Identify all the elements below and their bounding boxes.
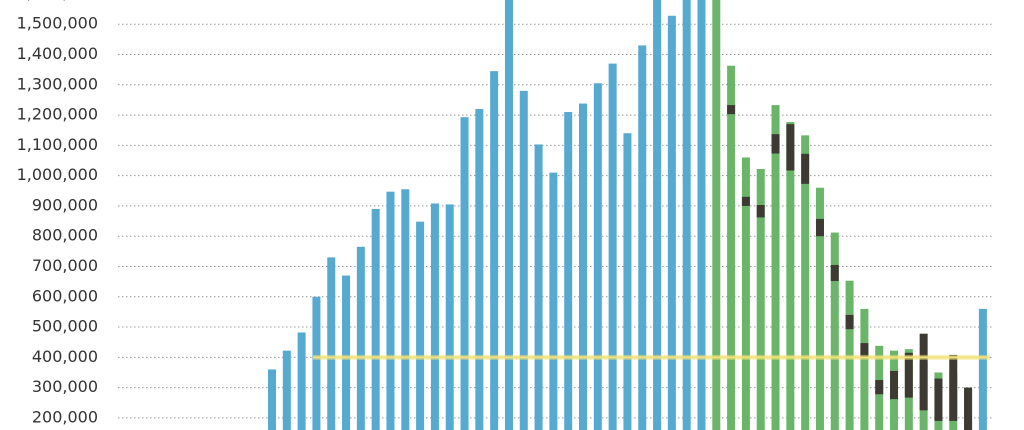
bar (386, 191, 395, 430)
bar (727, 65, 736, 430)
y-tick-label: 1,000,000 (17, 165, 98, 184)
bar (801, 135, 810, 430)
bar (445, 204, 454, 430)
bar (534, 144, 543, 430)
y-tick-label: 1,600,000 (17, 0, 98, 2)
bar (623, 133, 632, 430)
bar (830, 264, 839, 282)
bar (860, 343, 869, 358)
bar (356, 246, 365, 430)
bar (756, 205, 765, 218)
bar (964, 387, 973, 430)
y-tick-label: 900,000 (32, 195, 98, 214)
bar (741, 196, 750, 206)
bar (549, 172, 558, 430)
bar (801, 153, 810, 184)
y-tick-label: 700,000 (32, 256, 98, 275)
bar (564, 112, 573, 430)
bar (282, 350, 291, 430)
bar (830, 232, 839, 430)
bar (786, 124, 795, 171)
y-tick-label: 400,000 (32, 347, 98, 366)
bar (371, 208, 380, 430)
bar (860, 308, 869, 430)
bar (727, 105, 736, 115)
y-tick-label: 500,000 (32, 317, 98, 336)
bars (268, 0, 990, 430)
bar (741, 157, 750, 430)
bar (460, 117, 469, 430)
bar (653, 0, 662, 430)
bar (475, 109, 484, 430)
y-tick-label: 300,000 (32, 377, 98, 396)
bar (978, 308, 987, 430)
y-tick-label: 1,500,000 (17, 14, 98, 33)
bar (682, 0, 691, 430)
bar (815, 218, 824, 237)
bar (845, 314, 854, 330)
bar (890, 370, 899, 400)
bar (312, 296, 321, 430)
bar (401, 189, 410, 430)
bar (697, 0, 706, 430)
bar (416, 221, 425, 430)
bar (490, 71, 499, 430)
bar (712, 0, 721, 430)
bar (904, 352, 913, 398)
bar (608, 63, 617, 430)
bar (771, 134, 780, 154)
y-tick-label: 1,200,000 (17, 105, 98, 124)
y-tick-label: 600,000 (32, 286, 98, 305)
bar (638, 45, 647, 430)
bar (756, 168, 765, 430)
bar (297, 332, 306, 430)
bar (268, 369, 276, 430)
y-tick-label: 1,400,000 (17, 44, 98, 63)
bar (949, 354, 958, 421)
labels: 200,000 300,000 400,000 500,000 600,000 700,0… (17, 0, 98, 426)
bar (342, 275, 351, 430)
bar (430, 203, 439, 430)
bar (327, 257, 336, 430)
y-tick-label: 200,000 (32, 407, 98, 426)
bar (667, 15, 676, 430)
bar (504, 0, 513, 430)
bar (875, 380, 884, 395)
bar (519, 90, 528, 430)
bar (593, 83, 602, 430)
bar (934, 378, 943, 421)
bar (579, 103, 588, 430)
y-tick-label: 1,300,000 (17, 74, 98, 93)
bar (771, 105, 780, 430)
bar (919, 333, 928, 411)
bar (815, 187, 824, 430)
y-tick-label: 1,100,000 (17, 135, 98, 154)
y-tick-label: 800,000 (32, 226, 98, 245)
bar (786, 122, 795, 430)
